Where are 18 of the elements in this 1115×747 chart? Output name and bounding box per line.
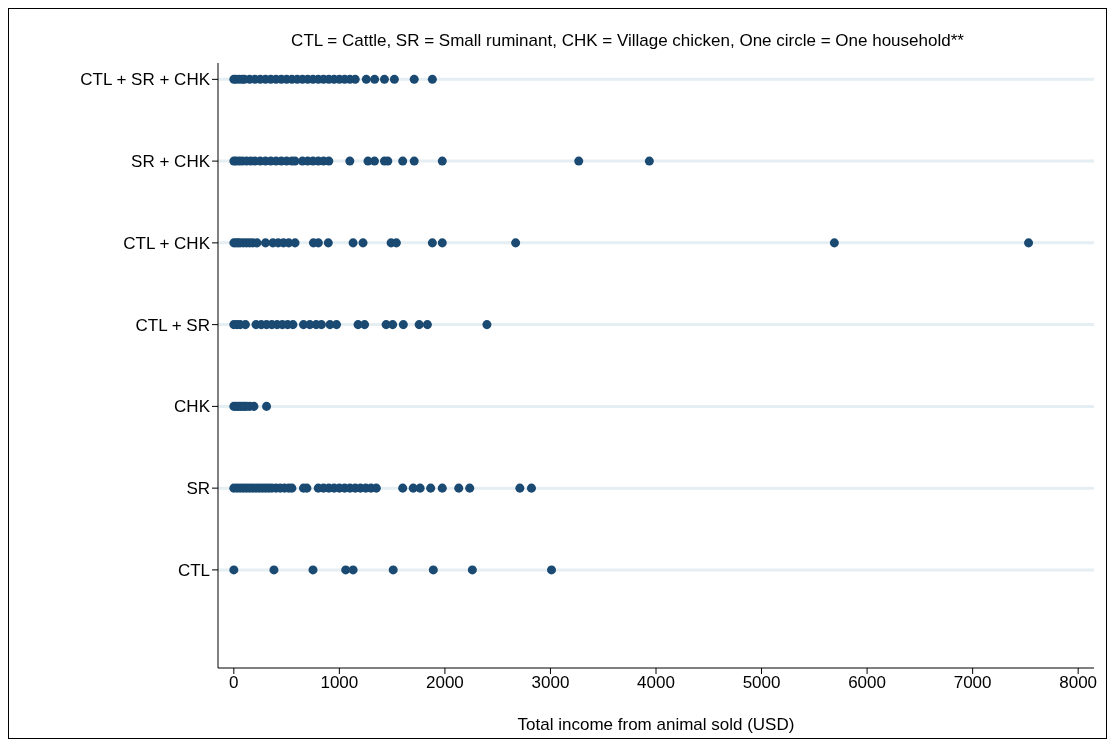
x-tick-label: 6000	[848, 673, 886, 693]
y-tick-label: CTL + CHK	[123, 233, 211, 253]
y-tick-label: CTL + SR + CHK	[80, 70, 211, 90]
x-tick-label: 0	[229, 673, 239, 693]
y-tick-label: CTL + SR	[135, 315, 210, 335]
x-tick-label: 7000	[953, 673, 992, 693]
x-tick-label: 5000	[742, 673, 781, 693]
x-tick-label: 4000	[637, 673, 675, 693]
x-tick-label: 8000	[1059, 673, 1098, 693]
x-tick-label: 1000	[320, 673, 359, 693]
y-tick-label: SR + CHK	[131, 152, 211, 172]
x-tick-label: 2000	[426, 673, 464, 693]
y-tick-label: CTL	[177, 560, 210, 580]
x-axis-title: Total income from animal sold (USD)	[517, 715, 795, 734]
y-tick-label: SR	[186, 479, 210, 499]
chart-title: CTL = Cattle, SR = Small ruminant, CHK = Village chicken, One circle = One household**	[290, 31, 965, 51]
x-tick-label: 3000	[531, 673, 570, 693]
y-tick-label: CHK	[174, 397, 211, 417]
